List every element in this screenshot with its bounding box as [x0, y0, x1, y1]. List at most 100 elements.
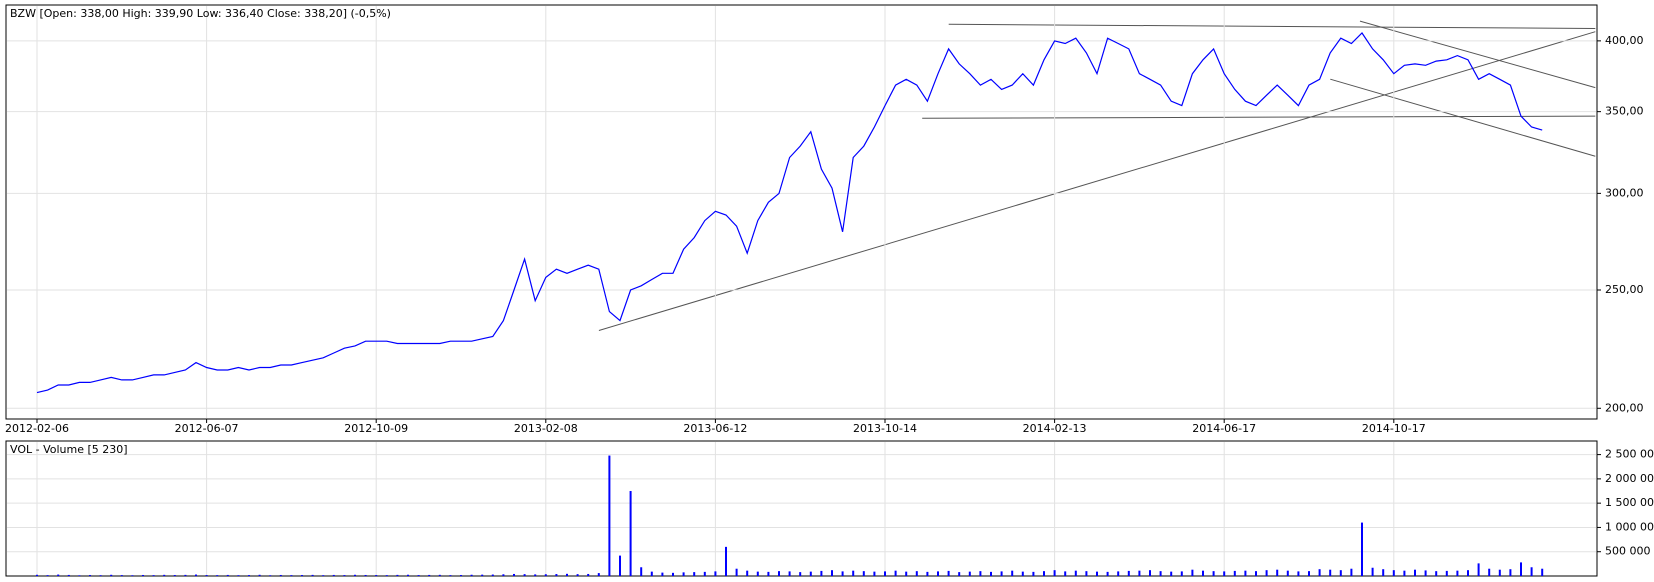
volume-bar: [1096, 571, 1098, 576]
volume-bar: [756, 571, 759, 576]
volume-bar: [1350, 568, 1353, 576]
volume-bar: [1202, 570, 1204, 576]
volume-bar: [163, 574, 166, 576]
volume-bar: [682, 572, 685, 576]
panel-title: VOL - Volume [5 230]: [10, 443, 128, 456]
volume-bar: [629, 491, 632, 576]
volume-bar: [1255, 571, 1257, 576]
volume-bar: [195, 574, 197, 576]
volume-bar: [831, 570, 833, 576]
volume-bar: [428, 574, 431, 576]
volume-bar: [746, 570, 749, 576]
volume-bar: [258, 574, 261, 576]
volume-bar: [502, 574, 505, 576]
volume-bar: [1329, 569, 1332, 576]
volume-bar: [481, 574, 484, 576]
volume-bar: [269, 575, 272, 576]
volume-bar: [1212, 571, 1215, 576]
volume-bar: [1509, 569, 1512, 576]
panel-title: BZW [Open: 338,00 High: 339,90 Low: 336,…: [10, 7, 391, 20]
volume-bar: [1424, 570, 1427, 576]
volume-bar: [1074, 570, 1077, 576]
volume-bar: [460, 575, 462, 576]
volume-bar: [1085, 571, 1088, 576]
volume-bar: [120, 575, 123, 576]
y-tick-label: 500 000: [1605, 545, 1651, 558]
volume-bar: [110, 574, 113, 576]
volume-bar: [619, 555, 621, 576]
volume-bar: [385, 575, 388, 576]
volume-bar: [449, 575, 452, 576]
trend-line: [599, 32, 1595, 331]
volume-bar: [407, 574, 409, 576]
volume-bar: [1541, 568, 1544, 576]
x-tick-label: 2012-06-07: [175, 422, 239, 435]
volume-bar: [142, 574, 144, 576]
volume-bar: [89, 575, 91, 576]
volume-bar: [1403, 570, 1406, 576]
x-tick-label: 2012-02-06: [5, 422, 69, 435]
volume-bar: [937, 571, 939, 576]
volume-bar: [1265, 570, 1268, 576]
volume-bar: [343, 575, 346, 576]
volume-bar: [248, 575, 250, 576]
x-tick-label: 2013-02-08: [514, 422, 578, 435]
volume-bar: [1170, 571, 1173, 576]
x-tick-label: 2014-06-17: [1192, 422, 1256, 435]
volume-bar: [78, 575, 81, 576]
volume-bar: [672, 572, 674, 576]
volume-bar: [237, 575, 240, 576]
volume-bar: [1520, 562, 1522, 576]
volume-bar: [67, 574, 70, 576]
price-panel: [5, 4, 1598, 420]
volume-bar: [205, 575, 208, 576]
volume-bar: [173, 575, 176, 576]
volume-bar: [968, 571, 971, 576]
volume-bar: [1435, 571, 1438, 576]
volume-bar: [1445, 570, 1448, 576]
volume-bar: [809, 571, 812, 576]
volume-bar: [279, 574, 282, 576]
trend-line: [922, 116, 1595, 118]
y-tick-label: 350,00: [1605, 105, 1644, 118]
volume-bar: [1117, 571, 1120, 576]
volume-bar: [364, 574, 367, 576]
volume-bar: [693, 572, 696, 576]
volume-bar: [99, 575, 102, 576]
x-tick-label: 2014-02-13: [1023, 422, 1087, 435]
y-tick-label: 2 500 000: [1605, 448, 1654, 461]
volume-bar: [979, 571, 982, 576]
volume-bar: [1498, 569, 1501, 576]
volume-bar: [226, 574, 229, 576]
volume-bar: [703, 571, 706, 576]
volume-bar: [1392, 570, 1395, 576]
volume-bar: [905, 571, 908, 576]
volume-bar: [1127, 570, 1130, 576]
volume-bar: [1233, 570, 1236, 576]
volume-bar: [1339, 570, 1342, 576]
volume-bar: [1106, 571, 1109, 576]
volume-bar: [799, 572, 802, 576]
volume-bar: [894, 570, 897, 576]
volume-bar: [1286, 570, 1289, 576]
volume-bar: [820, 570, 823, 576]
volume-bar: [650, 571, 653, 576]
volume-bar: [1456, 570, 1459, 576]
volume-bar: [873, 571, 876, 576]
volume-bar: [1414, 569, 1416, 576]
volume-bar: [491, 574, 494, 576]
x-tick-label: 2012-10-09: [344, 422, 408, 435]
volume-bar: [1382, 569, 1385, 576]
volume-bar: [735, 568, 738, 576]
volume-bar: [661, 572, 664, 576]
volume-bar: [1318, 569, 1321, 576]
volume-bar: [555, 574, 558, 576]
volume-bar: [714, 571, 717, 576]
volume-bar: [1043, 571, 1045, 576]
volume-bar: [332, 574, 335, 576]
volume-bar: [131, 575, 134, 576]
y-tick-label: 400,00: [1605, 34, 1644, 47]
volume-bar: [788, 571, 791, 576]
y-tick-label: 250,00: [1605, 283, 1644, 296]
volume-bar: [640, 567, 643, 576]
